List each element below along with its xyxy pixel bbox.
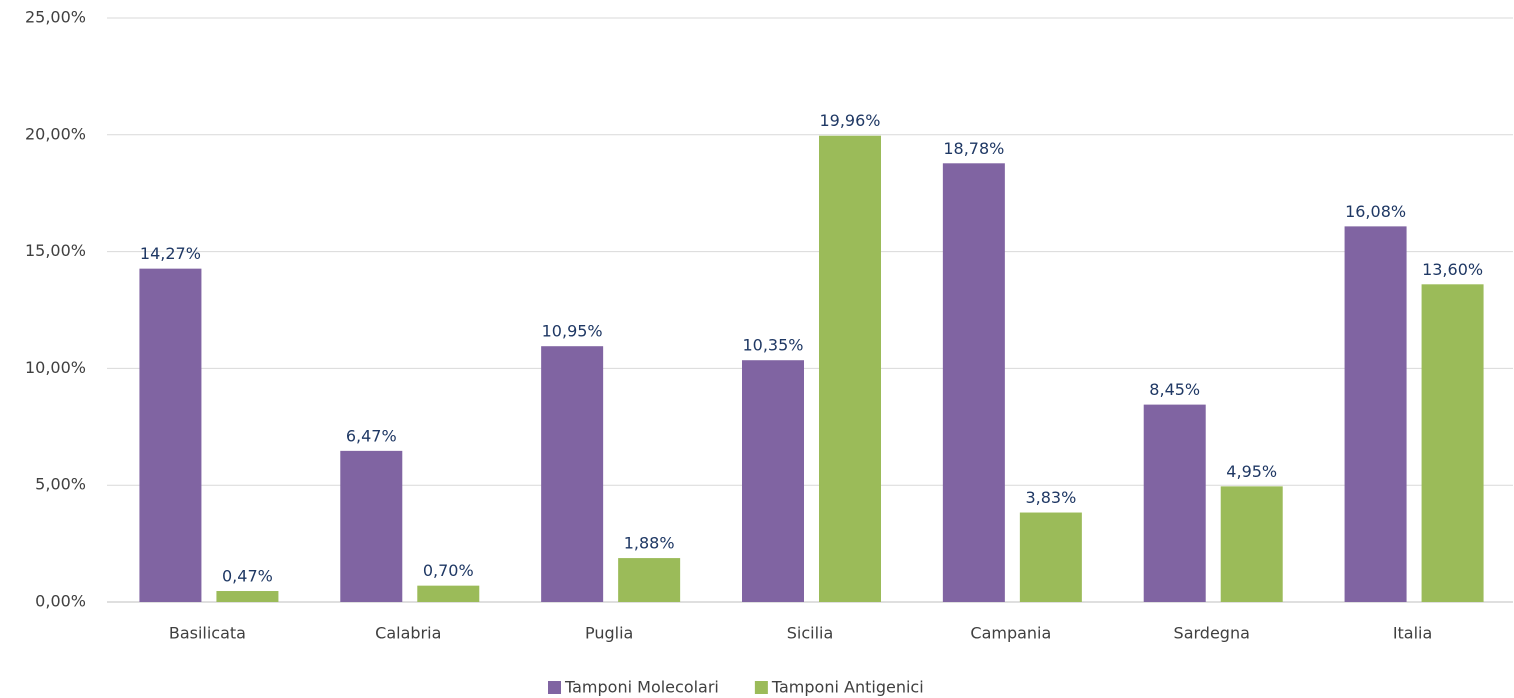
data-label: 3,83% xyxy=(1025,488,1076,507)
data-label: 6,47% xyxy=(346,426,397,445)
x-tick-label: Calabria xyxy=(375,624,441,643)
data-label: 8,45% xyxy=(1149,380,1200,399)
x-tick-label: Campania xyxy=(970,624,1051,643)
y-tick-label: 10,00% xyxy=(25,358,86,377)
bar xyxy=(1421,284,1484,602)
legend-label: Tamponi Antigenici xyxy=(771,678,924,697)
bar xyxy=(417,585,480,602)
bar xyxy=(340,450,403,602)
y-tick-label: 0,00% xyxy=(35,592,86,611)
bar xyxy=(1344,226,1407,602)
data-label: 19,96% xyxy=(819,111,880,130)
y-tick-label: 15,00% xyxy=(25,241,86,260)
data-label: 10,95% xyxy=(542,322,603,341)
x-tick-label: Sardegna xyxy=(1174,624,1250,643)
legend-swatch xyxy=(548,681,561,694)
x-tick-label: Basilicata xyxy=(169,624,246,643)
data-label: 10,35% xyxy=(742,336,803,355)
data-label: 18,78% xyxy=(943,139,1004,158)
data-label: 14,27% xyxy=(140,244,201,263)
data-label: 1,88% xyxy=(624,534,675,553)
bar xyxy=(942,163,1005,602)
bar xyxy=(1143,404,1206,602)
y-tick-label: 20,00% xyxy=(25,124,86,143)
bar xyxy=(541,346,604,602)
bar xyxy=(139,268,202,602)
bar xyxy=(216,591,279,602)
data-label: 4,95% xyxy=(1226,462,1277,481)
y-tick-label: 25,00% xyxy=(25,8,86,27)
data-label: 0,70% xyxy=(423,561,474,580)
x-tick-label: Sicilia xyxy=(787,624,834,643)
x-tick-label: Puglia xyxy=(585,624,633,643)
data-label: 16,08% xyxy=(1345,202,1406,221)
bar xyxy=(742,360,804,602)
legend-swatch xyxy=(754,681,768,694)
y-tick-label: 5,00% xyxy=(35,475,86,494)
bar xyxy=(618,558,681,602)
x-tick-label: Italia xyxy=(1393,624,1433,643)
bar xyxy=(1019,512,1082,602)
bar xyxy=(819,135,881,602)
bar xyxy=(1220,486,1283,602)
legend-label: Tamponi Molecolari xyxy=(564,678,719,697)
data-label: 0,47% xyxy=(222,567,273,586)
data-label: 13,60% xyxy=(1422,260,1483,279)
